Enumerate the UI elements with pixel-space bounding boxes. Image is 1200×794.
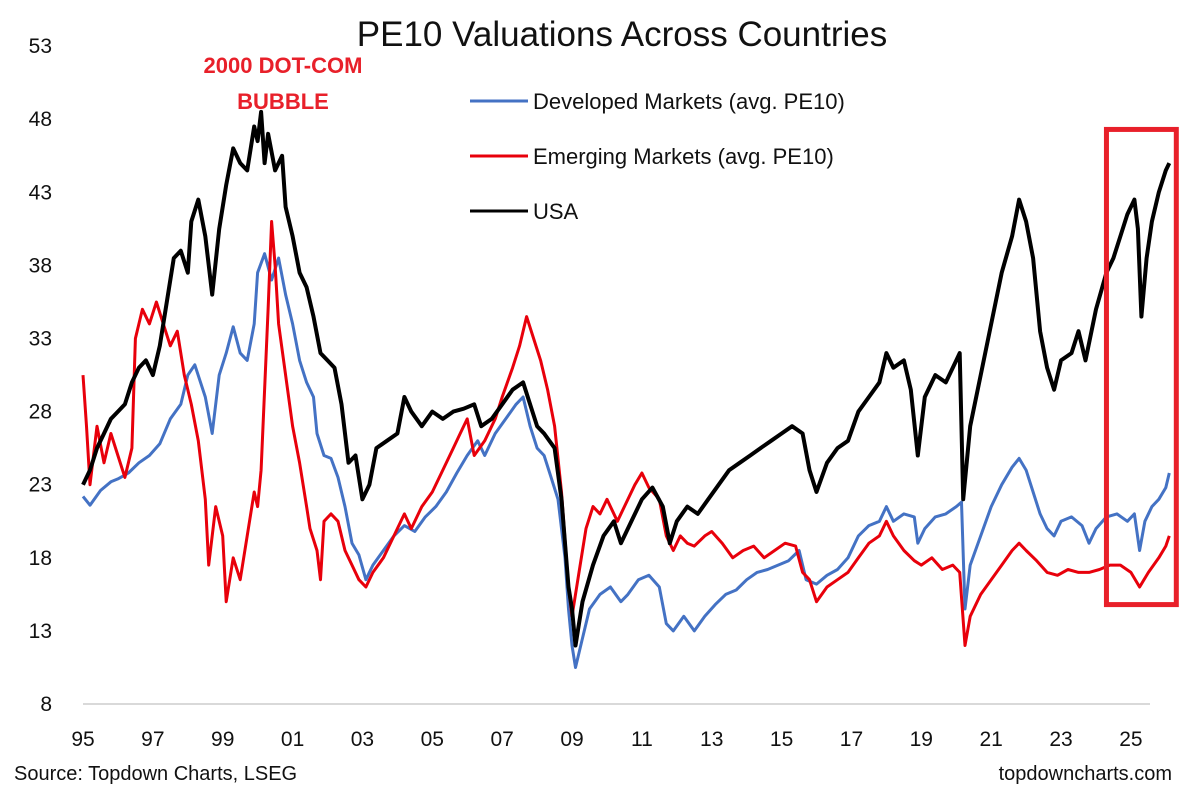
x-tick-label: 15	[770, 728, 793, 751]
series-layer	[81, 109, 1172, 669]
y-tick-label: 48	[29, 108, 52, 131]
y-axis: 53 48 43 38 33 28 23 18 13 8	[29, 35, 52, 716]
x-tick-label: 23	[1049, 728, 1072, 751]
x-tick-label: 95	[71, 728, 94, 751]
y-tick-label: 38	[29, 254, 52, 277]
series-line-emerging-markets-avg-pe10	[81, 220, 1171, 647]
x-tick-label: 19	[910, 728, 933, 751]
y-tick-label: 53	[29, 35, 52, 58]
x-tick-label: 09	[560, 728, 583, 751]
x-axis: 95 97 99 01 03 05 07 09 11 13 15 17 19 21 23 25	[71, 728, 1142, 751]
x-tick-label: 99	[211, 728, 234, 751]
y-tick-label: 13	[29, 620, 52, 643]
x-tick-label: 07	[490, 728, 513, 751]
source-note: Source: Topdown Charts, LSEG	[14, 763, 297, 785]
y-tick-label: 33	[29, 328, 52, 351]
annotation-line-1: 2000 DOT-COM	[204, 53, 363, 78]
x-tick-label: 03	[351, 728, 374, 751]
x-tick-label: 17	[840, 728, 863, 751]
x-tick-label: 21	[980, 728, 1003, 751]
x-tick-label: 01	[281, 728, 304, 751]
x-tick-label: 11	[631, 728, 653, 751]
y-tick-label: 43	[29, 181, 52, 204]
x-tick-label: 25	[1119, 728, 1142, 751]
annotation-line-2: BUBBLE	[237, 89, 329, 114]
x-tick-label: 97	[141, 728, 164, 751]
annotation-dotcom: 2000 DOT-COM BUBBLE	[204, 53, 363, 114]
website-credit: topdowncharts.com	[999, 763, 1172, 785]
series-line-developed-markets-avg-pe10	[81, 252, 1171, 669]
legend-label-developed: Developed Markets (avg. PE10)	[533, 89, 845, 114]
x-tick-label: 05	[421, 728, 444, 751]
y-tick-label: 18	[29, 547, 52, 570]
highlight-box	[1103, 126, 1179, 608]
chart-title: PE10 Valuations Across Countries	[357, 15, 887, 54]
series-line-usa	[81, 109, 1172, 648]
legend-label-usa: USA	[533, 199, 579, 224]
legend-label-emerging: Emerging Markets (avg. PE10)	[533, 144, 834, 169]
y-tick-label: 23	[29, 474, 52, 497]
legend: Developed Markets (avg. PE10) Emerging M…	[470, 89, 845, 224]
y-tick-label: 8	[40, 693, 52, 716]
x-tick-label: 13	[700, 728, 723, 751]
y-tick-label: 28	[29, 401, 52, 424]
